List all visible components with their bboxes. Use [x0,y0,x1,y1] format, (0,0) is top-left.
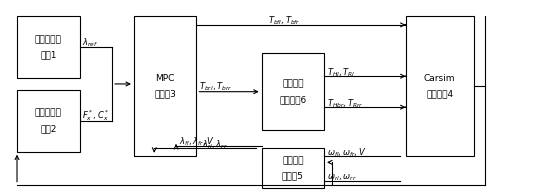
Text: MPC: MPC [155,74,175,83]
Text: 期望滑移率: 期望滑移率 [35,35,62,44]
Text: 理器2: 理器2 [40,124,57,133]
Text: $T_{Hbr},T_{Rrr}$: $T_{Hbr},T_{Rrr}$ [327,97,364,110]
Text: 制动力矩: 制动力矩 [282,79,304,89]
Bar [262,148,324,189]
Text: 模块1: 模块1 [40,50,57,59]
Text: $T_{Hl},T_{Rl}$: $T_{Hl},T_{Rl}$ [327,66,355,79]
Text: $T_{bfl},T_{bfr}$: $T_{bfl},T_{bfr}$ [269,15,301,27]
Text: 滑移率计: 滑移率计 [282,156,304,165]
Text: $\lambda_{fl},\lambda_{fr},V$: $\lambda_{fl},\lambda_{fr},V$ [179,136,215,148]
Text: $\lambda_{ref}$: $\lambda_{ref}$ [82,36,99,49]
Bar [17,90,80,152]
Text: 算模块5: 算模块5 [282,171,304,180]
Text: 控制器3: 控制器3 [154,89,176,98]
Bar [134,16,196,156]
Text: $\omega_{rl},\omega_{rr}$: $\omega_{rl},\omega_{rr}$ [327,173,356,183]
Text: 轮胎数据处: 轮胎数据处 [35,108,62,118]
Text: $\omega_{fl},\omega_{fr},V$: $\omega_{fl},\omega_{fr},V$ [327,146,366,159]
Bar [405,16,474,156]
Bar [262,53,324,130]
Bar [17,16,80,78]
Text: Carsim: Carsim [424,74,456,83]
Text: 汽车模型4: 汽车模型4 [426,89,453,98]
Text: $T_{brl},T_{brr}$: $T_{brl},T_{brr}$ [199,81,233,93]
Text: 分配模块6: 分配模块6 [279,95,306,104]
Text: $F_x^*,C_x^*$: $F_x^*,C_x^*$ [82,108,110,123]
Text: $\lambda_{rl},\lambda_{rr}$: $\lambda_{rl},\lambda_{rr}$ [202,139,228,151]
